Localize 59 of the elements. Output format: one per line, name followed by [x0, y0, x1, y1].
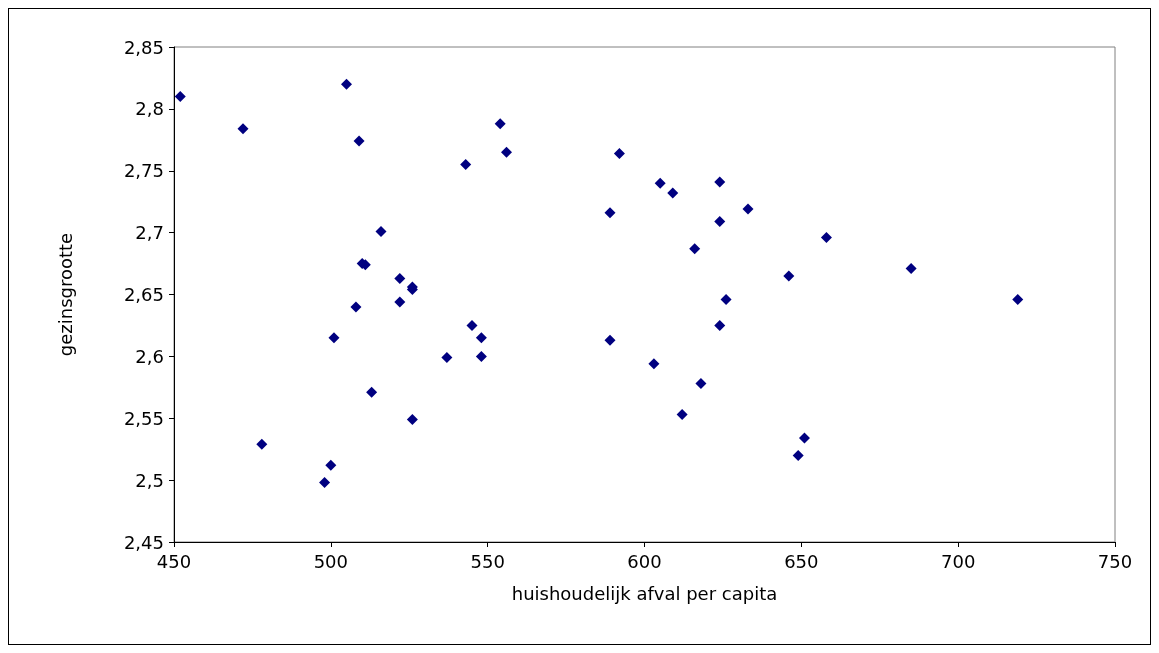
point [714, 176, 726, 188]
x-axis-title: huishoudelijk afval per capita [511, 582, 778, 604]
y-tick-label: 2,8 [135, 98, 164, 120]
x-tick-label: 600 [627, 550, 662, 572]
point [174, 91, 186, 102]
point [325, 459, 337, 471]
point [406, 413, 418, 425]
point [905, 263, 917, 275]
point [604, 207, 616, 219]
point [394, 272, 406, 284]
point [466, 319, 478, 331]
point [742, 203, 754, 215]
point [375, 225, 387, 237]
point [714, 319, 726, 331]
point [353, 135, 365, 147]
y-tick-label: 2,5 [135, 469, 164, 491]
x-tick-label: 450 [156, 550, 192, 572]
point [695, 378, 707, 390]
point [667, 187, 679, 199]
x-tick-label: 750 [1097, 550, 1133, 572]
point [820, 232, 832, 244]
point [237, 123, 249, 135]
y-tick-label: 2,45 [123, 531, 164, 553]
point [604, 334, 616, 346]
x-tick-label: 700 [940, 550, 976, 572]
point [689, 243, 701, 255]
point [319, 477, 331, 489]
point [494, 118, 506, 130]
point [460, 159, 472, 171]
y-tick-label: 2,65 [123, 284, 164, 305]
x-tick-label: 550 [470, 550, 505, 572]
y-tick-label: 2,55 [123, 407, 164, 429]
y-tick-label: 2,85 [123, 36, 164, 58]
point [341, 78, 353, 90]
x-tick-label: 500 [313, 550, 349, 572]
point [441, 352, 453, 364]
point [792, 449, 804, 461]
point [328, 332, 340, 344]
point [648, 358, 660, 370]
point [613, 147, 625, 159]
y-tick-label: 2,7 [135, 222, 164, 244]
point [475, 332, 487, 344]
point [783, 270, 795, 282]
point [394, 296, 406, 308]
point [475, 350, 487, 362]
y-axis-title: gezinsgrootte [54, 232, 76, 357]
y-tick-label: 2,75 [123, 160, 164, 182]
point [350, 301, 362, 313]
point [720, 293, 732, 305]
x-tick-label: 650 [784, 550, 819, 572]
point [654, 177, 666, 189]
point [256, 438, 268, 450]
point [714, 215, 726, 227]
y-tick-label: 2,6 [135, 345, 164, 367]
point [1012, 293, 1024, 305]
point [798, 432, 810, 444]
point [676, 409, 688, 421]
point [500, 146, 512, 158]
point [366, 386, 378, 398]
